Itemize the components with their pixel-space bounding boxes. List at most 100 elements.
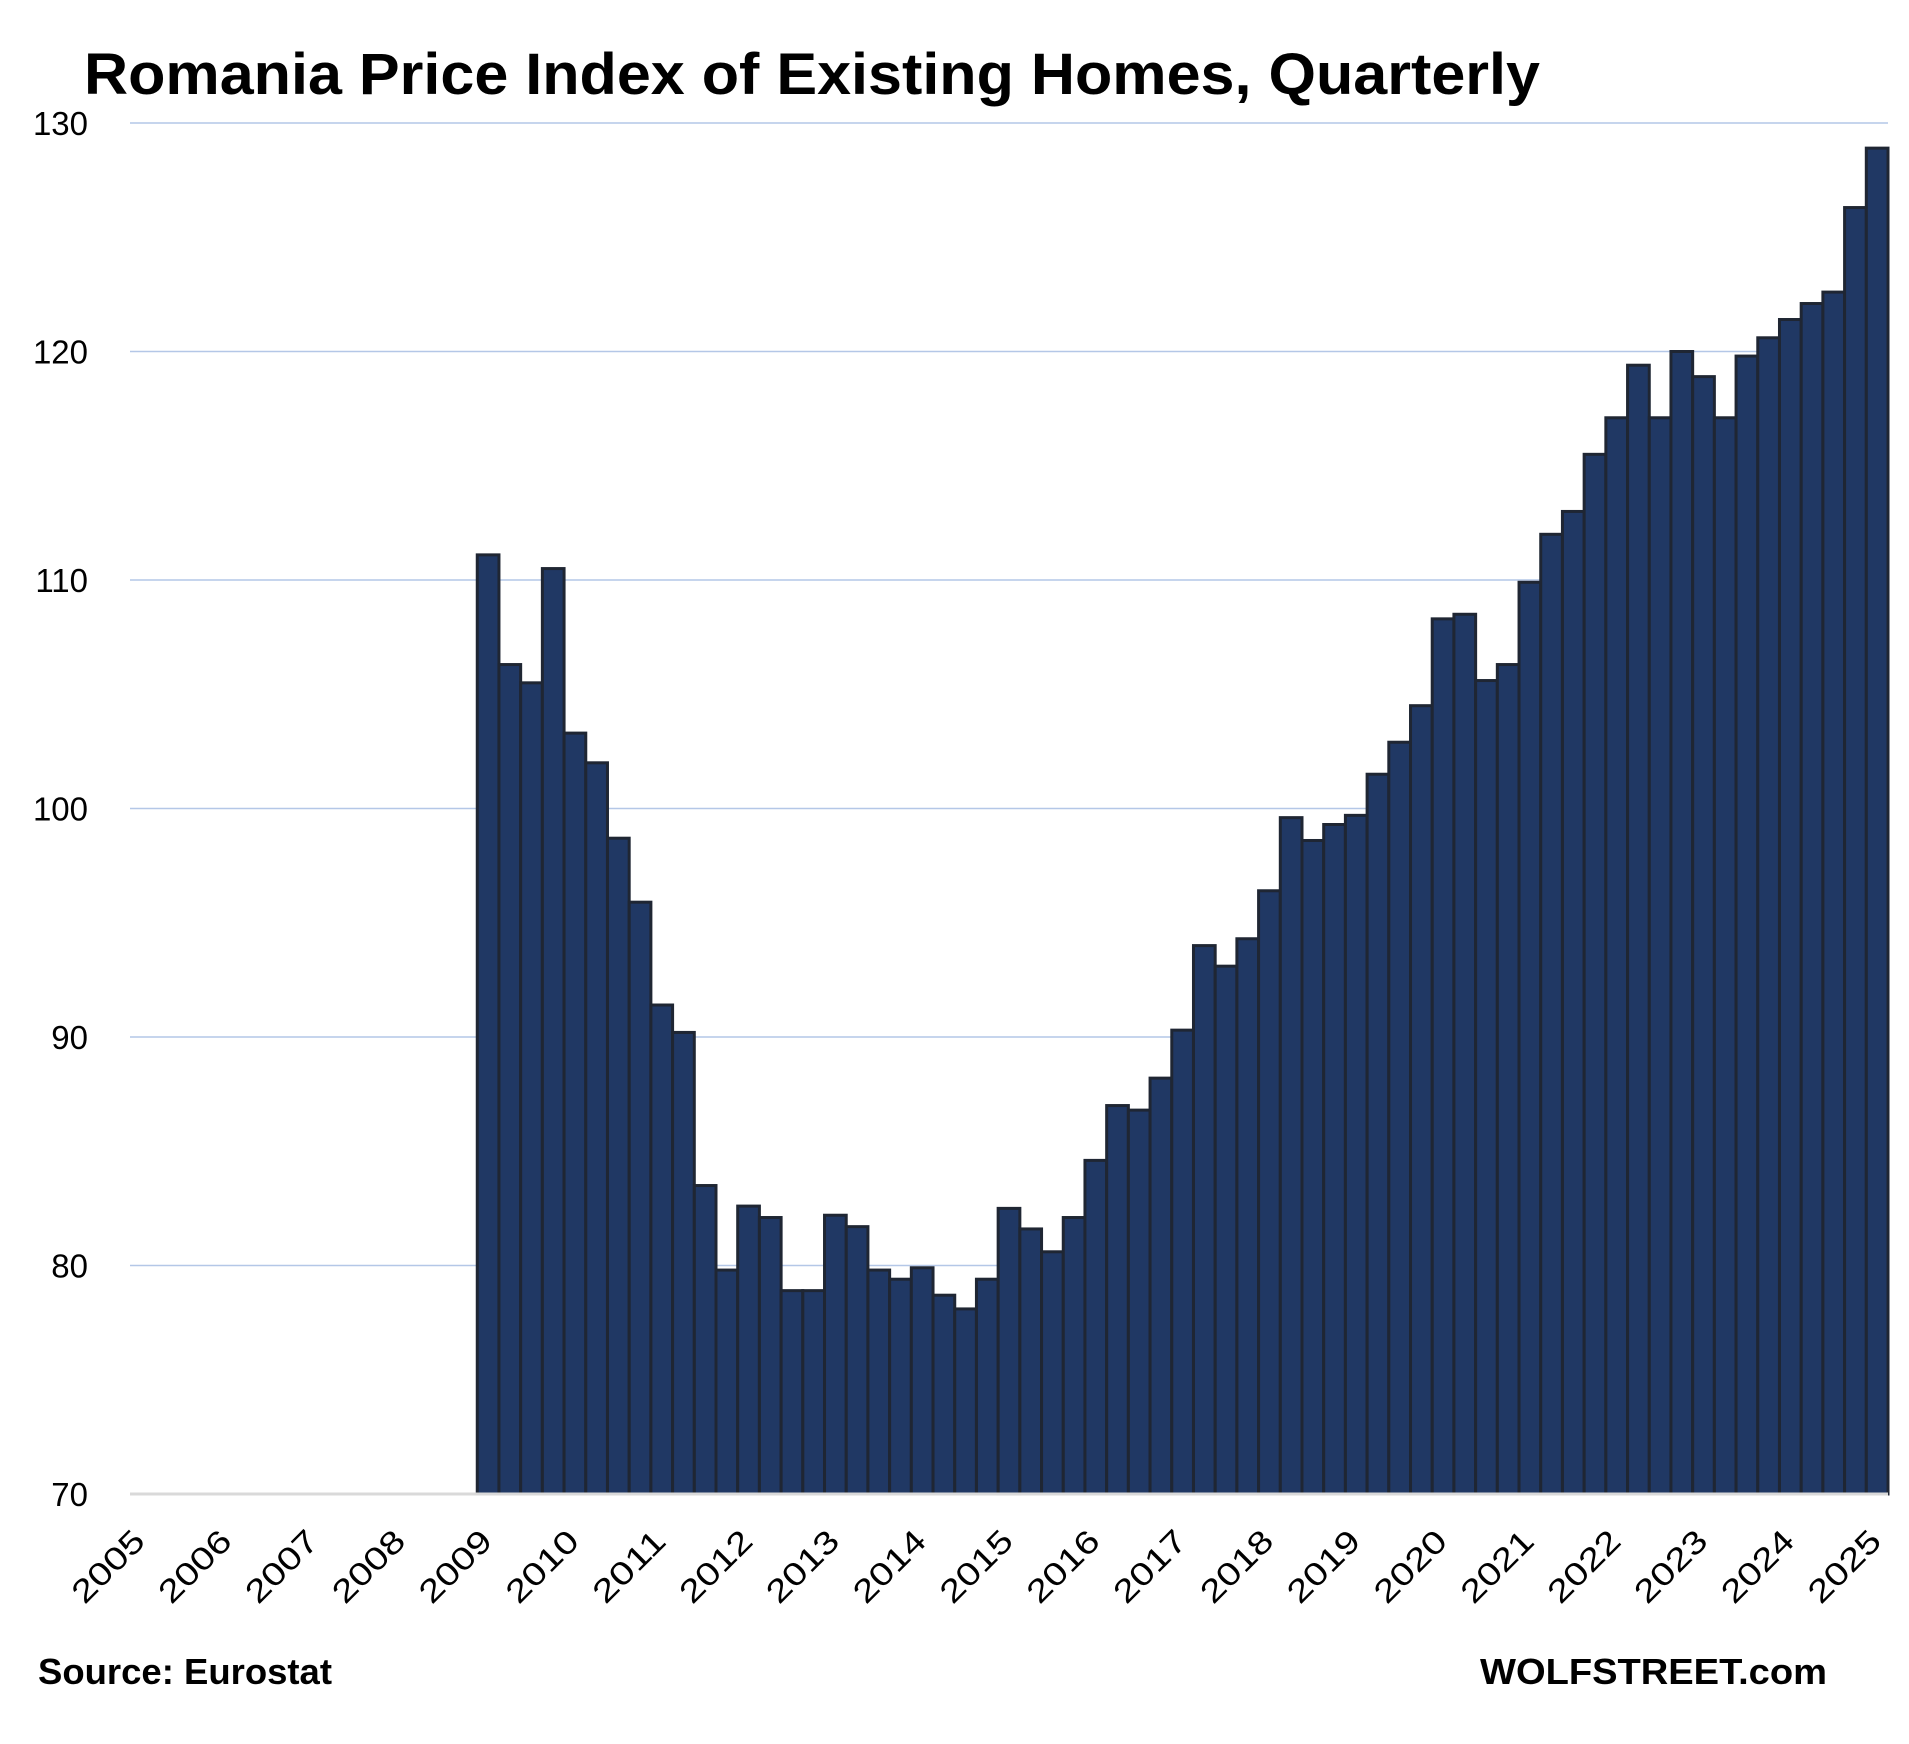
bar-2013-Q3 <box>866 1268 892 1496</box>
bar-2015-Q1 <box>996 1206 1022 1496</box>
y-tick-label: 120 <box>33 334 88 371</box>
bar-2014-Q3 <box>953 1307 978 1496</box>
x-tick-label: 2022 <box>1540 1522 1628 1610</box>
x-tick-label: 2020 <box>1366 1522 1454 1610</box>
bar-2019-Q2 <box>1365 772 1391 1496</box>
x-axis-tick-labels: 2005 2006 2007 2008 2009 2010 2011 2012 2013 2014… <box>64 1522 1888 1610</box>
bar-2018-Q1 <box>1257 889 1282 1496</box>
x-tick-label: 2023 <box>1627 1522 1715 1610</box>
bar-2023-Q2 <box>1712 416 1738 1496</box>
bar-2014-Q1 <box>909 1266 935 1496</box>
bar-2022-Q1 <box>1604 416 1630 1496</box>
bar-2010-Q4 <box>627 900 653 1496</box>
bar-2016-Q1 <box>1083 1158 1109 1496</box>
y-tick-label: 80 <box>51 1248 88 1285</box>
bar-2017-Q3 <box>1213 964 1239 1496</box>
x-tick-label: 2013 <box>759 1522 847 1610</box>
bar-2009-Q3 <box>519 681 544 1496</box>
bar-2012-Q2 <box>757 1216 783 1496</box>
bar-2014-Q2 <box>931 1293 957 1496</box>
y-tick-label: 100 <box>33 791 88 828</box>
bar-2010-Q1 <box>562 731 588 1496</box>
bar-2019-Q4 <box>1409 704 1434 1496</box>
bar-2015-Q4 <box>1061 1216 1087 1496</box>
x-tick-label: 2024 <box>1714 1522 1802 1610</box>
bar-2009-Q4 <box>540 567 566 1496</box>
bar-2011-Q1 <box>649 1003 675 1496</box>
bar-2013-Q4 <box>888 1277 913 1496</box>
x-tick-label: 2006 <box>151 1522 239 1610</box>
bar-2018-Q4 <box>1322 823 1347 1496</box>
bar-2012-Q1 <box>736 1204 761 1496</box>
x-tick-label: 2014 <box>845 1522 933 1610</box>
bar-2024-Q3 <box>1821 290 1847 1496</box>
x-tick-label: 2018 <box>1193 1522 1281 1610</box>
bar-2015-Q2 <box>1018 1227 1044 1496</box>
x-tick-label: 2005 <box>64 1522 152 1610</box>
bar-2016-Q4 <box>1148 1076 1174 1496</box>
bar-2013-Q1 <box>823 1213 848 1496</box>
bar-2015-Q3 <box>1040 1250 1065 1496</box>
bar-2020-Q2 <box>1452 612 1478 1496</box>
bar-2012-Q3 <box>779 1289 805 1496</box>
bar-2016-Q2 <box>1105 1104 1130 1496</box>
x-tick-label: 2017 <box>1106 1522 1194 1610</box>
bar-2024-Q2 <box>1799 302 1825 1496</box>
bar-2020-Q1 <box>1430 617 1456 1496</box>
y-tick-label: 90 <box>51 1019 88 1056</box>
bar-2021-Q4 <box>1582 452 1608 1496</box>
bar-2019-Q1 <box>1343 813 1369 1496</box>
x-tick-label: 2015 <box>932 1522 1020 1610</box>
bar-2024-Q1 <box>1777 318 1803 1496</box>
x-tick-label: 2025 <box>1800 1522 1888 1610</box>
bar-2021-Q2 <box>1539 532 1564 1496</box>
bar-2014-Q4 <box>974 1277 1000 1496</box>
bar-2023-Q4 <box>1756 336 1781 1496</box>
bar-2011-Q2 <box>671 1030 696 1496</box>
bar-2021-Q1 <box>1517 580 1543 1496</box>
bar-2017-Q1 <box>1170 1028 1195 1496</box>
y-tick-label: 110 <box>35 562 88 599</box>
bar-2011-Q3 <box>692 1184 718 1496</box>
x-tick-label: 2021 <box>1453 1522 1541 1610</box>
bar-2010-Q3 <box>605 836 631 1496</box>
bar-2023-Q3 <box>1734 354 1760 1496</box>
bar-2022-Q3 <box>1647 416 1673 1496</box>
bar-2024-Q4 <box>1843 206 1868 1496</box>
bar-2009-Q2 <box>497 663 523 1496</box>
bar-2016-Q3 <box>1126 1108 1152 1496</box>
brand-watermark: WOLFSTREET.com <box>1480 1651 1827 1692</box>
bar-2022-Q4 <box>1669 350 1695 1496</box>
bar-2025-Q1 <box>1864 146 1890 1496</box>
bar-2023-Q1 <box>1691 375 1716 1496</box>
bar-2022-Q2 <box>1626 363 1651 1496</box>
y-tick-label: 70 <box>51 1476 88 1513</box>
bar-2010-Q2 <box>584 761 609 1496</box>
x-tick-label: 2011 <box>585 1522 673 1610</box>
bars <box>475 146 1890 1496</box>
x-tick-label: 2008 <box>325 1522 413 1610</box>
x-tick-label: 2010 <box>498 1522 586 1610</box>
bar-2018-Q2 <box>1278 816 1304 1496</box>
bar-2018-Q3 <box>1300 838 1326 1496</box>
x-tick-label: 2009 <box>411 1522 499 1610</box>
bar-2017-Q2 <box>1191 944 1217 1496</box>
source-note: Source: Eurostat <box>38 1651 332 1692</box>
x-tick-label: 2019 <box>1280 1522 1368 1610</box>
bar-2009-Q1 <box>475 553 501 1496</box>
bar-2019-Q3 <box>1387 740 1413 1496</box>
bar-2013-Q2 <box>844 1225 870 1496</box>
y-axis-tick-labels: 70 80 90 100 110 120 130 <box>33 105 88 1513</box>
y-tick-label: 130 <box>33 105 88 142</box>
chart-title: Romania Price Index of Existing Homes, Q… <box>84 42 1540 107</box>
bar-2012-Q4 <box>801 1289 827 1496</box>
bar-2011-Q4 <box>714 1268 740 1496</box>
x-tick-label: 2012 <box>672 1522 760 1610</box>
bar-2021-Q3 <box>1560 509 1586 1496</box>
bar-2017-Q4 <box>1235 937 1261 1496</box>
x-tick-label: 2007 <box>238 1522 326 1610</box>
bar-2020-Q3 <box>1474 679 1499 1496</box>
x-tick-label: 2016 <box>1019 1522 1107 1610</box>
bar-2020-Q4 <box>1495 663 1521 1496</box>
